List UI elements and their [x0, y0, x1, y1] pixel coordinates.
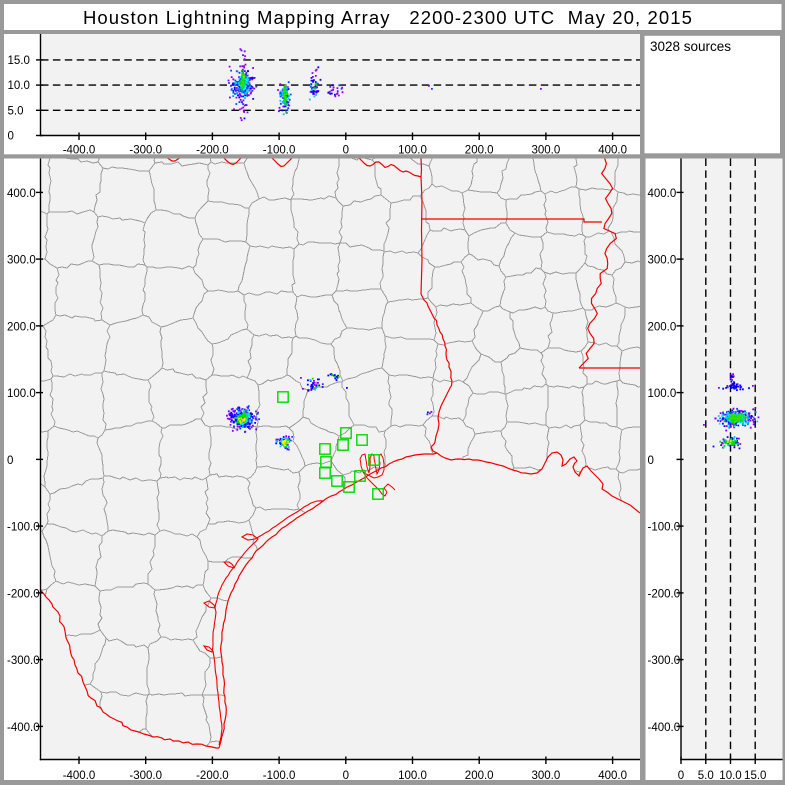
- svg-text:100.0: 100.0: [398, 770, 427, 782]
- svg-text:400.0: 400.0: [598, 145, 627, 157]
- svg-text:100.0: 100.0: [7, 388, 36, 400]
- svg-text:200.0: 200.0: [465, 770, 494, 782]
- svg-text:200.0: 200.0: [465, 145, 494, 157]
- svg-text:-300.0: -300.0: [129, 770, 162, 782]
- svg-text:200.0: 200.0: [648, 321, 677, 333]
- svg-text:300.0: 300.0: [648, 255, 677, 267]
- svg-text:-400.0: -400.0: [7, 722, 40, 734]
- svg-text:5.0: 5.0: [8, 105, 24, 117]
- svg-text:400.0: 400.0: [7, 188, 36, 200]
- svg-text:-100.0: -100.0: [7, 522, 40, 534]
- svg-text:0: 0: [678, 770, 684, 782]
- svg-text:0: 0: [8, 131, 14, 143]
- svg-text:-400.0: -400.0: [63, 145, 96, 157]
- svg-text:-300.0: -300.0: [129, 145, 162, 157]
- svg-text:0: 0: [343, 145, 349, 157]
- svg-text:-100.0: -100.0: [263, 145, 296, 157]
- svg-text:Houston Lightning Mapping Arra: Houston Lightning Mapping Array 2200-230…: [83, 7, 693, 28]
- svg-text:-300.0: -300.0: [648, 655, 681, 667]
- svg-text:3028 sources: 3028 sources: [650, 39, 731, 54]
- svg-text:-300.0: -300.0: [7, 655, 40, 667]
- svg-text:-200.0: -200.0: [196, 770, 229, 782]
- svg-text:0: 0: [7, 455, 13, 467]
- svg-text:300.0: 300.0: [7, 255, 36, 267]
- svg-text:0: 0: [343, 770, 349, 782]
- svg-text:400.0: 400.0: [648, 188, 677, 200]
- svg-text:-400.0: -400.0: [63, 770, 96, 782]
- svg-text:-200.0: -200.0: [648, 588, 681, 600]
- svg-text:-200.0: -200.0: [196, 145, 229, 157]
- svg-text:100.0: 100.0: [398, 145, 427, 157]
- svg-text:400.0: 400.0: [598, 770, 627, 782]
- svg-text:-400.0: -400.0: [648, 722, 681, 734]
- svg-text:-100.0: -100.0: [648, 522, 681, 534]
- svg-text:10.0: 10.0: [8, 80, 30, 92]
- svg-text:-200.0: -200.0: [7, 588, 40, 600]
- svg-text:5.0: 5.0: [698, 770, 714, 782]
- svg-text:15.0: 15.0: [744, 770, 766, 782]
- svg-text:100.0: 100.0: [648, 388, 677, 400]
- svg-text:300.0: 300.0: [532, 770, 561, 782]
- svg-text:0: 0: [648, 455, 654, 467]
- svg-text:-100.0: -100.0: [263, 770, 296, 782]
- svg-text:10.0: 10.0: [719, 770, 741, 782]
- svg-text:200.0: 200.0: [7, 321, 36, 333]
- svg-text:300.0: 300.0: [532, 145, 561, 157]
- svg-text:15.0: 15.0: [8, 55, 30, 67]
